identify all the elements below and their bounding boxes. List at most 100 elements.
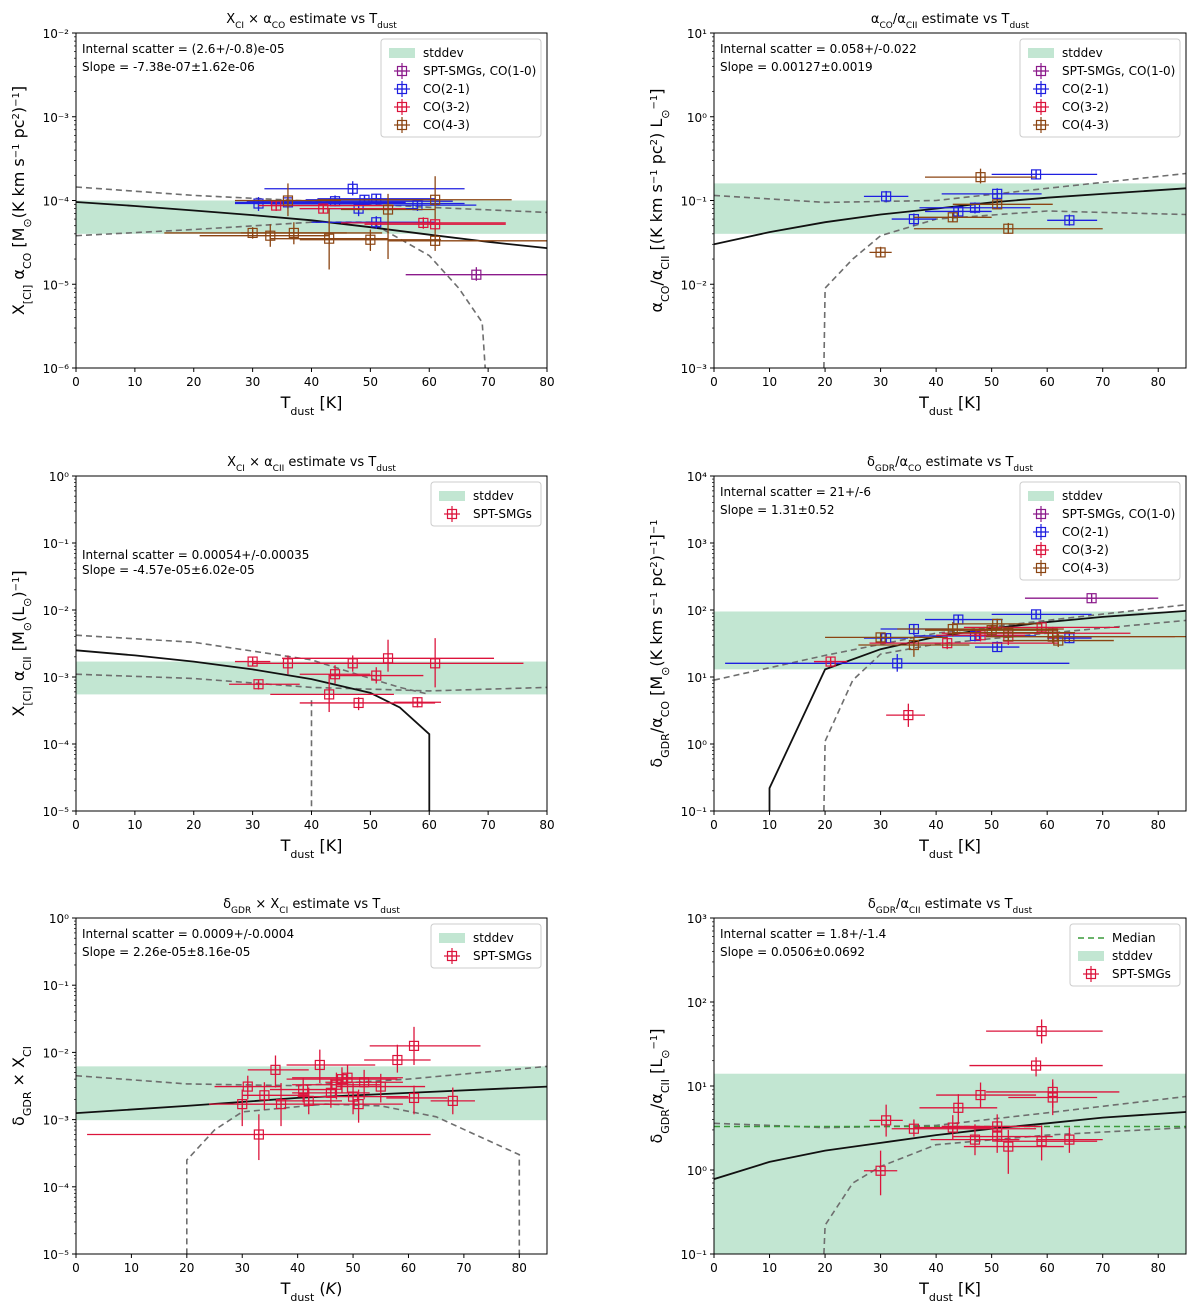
- y-tick-label: 10⁻⁵: [43, 278, 70, 292]
- legend-label: CO(3-2): [1062, 100, 1109, 114]
- x-tick-label: 30: [245, 818, 260, 832]
- confidence-upper-line: [714, 172, 1186, 204]
- x-tick-label: 30: [245, 375, 260, 389]
- confidence-upper-line: [76, 634, 430, 696]
- y-tick-label: 10⁰: [687, 111, 707, 125]
- x-tick-label: 40: [304, 818, 319, 832]
- y-tick-label: 10⁻⁴: [43, 195, 70, 209]
- y-axis-label: δGDR × XCI: [9, 1046, 34, 1126]
- annotation: Internal scatter = 0.00054+/-0.00035: [82, 548, 309, 562]
- x-tick-label: 80: [1151, 1261, 1166, 1275]
- series-spt-smgs-co-1-0-: [405, 267, 547, 281]
- legend-label: stddev: [473, 489, 514, 503]
- confidence-lower-line: [186, 1103, 521, 1254]
- legend-band-swatch: [1028, 491, 1054, 501]
- x-tick-label: 20: [817, 818, 832, 832]
- legend-label: SPT-SMGs: [473, 507, 532, 521]
- annotation: Internal scatter = 1.8+/-1.4: [720, 927, 886, 941]
- x-axis-label: Tdust [K]: [280, 393, 343, 418]
- y-axis-label: δGDR/αCO [M⊙(K km s−1 pc2)−1]−1: [647, 519, 672, 767]
- x-tick-label: 50: [363, 818, 378, 832]
- legend-label: stddev: [1062, 489, 1103, 503]
- y-tick-label: 10⁰: [687, 738, 707, 752]
- x-axis-label: Tdust (K): [280, 1279, 343, 1303]
- y-tick-label: 10⁻⁵: [43, 1248, 70, 1262]
- x-tick-label: 80: [1151, 375, 1166, 389]
- x-tick-label: 30: [235, 1261, 250, 1275]
- y-axis-label: δGDR/αCII [L⊙−1]: [647, 1028, 672, 1143]
- annotation: Slope = -4.57e-05±6.02e-05: [82, 563, 255, 577]
- legend-label: CO(2-1): [1062, 525, 1109, 539]
- x-tick-label: 0: [710, 818, 718, 832]
- legend-label: CO(4-3): [1062, 118, 1109, 132]
- legend-band-swatch: [1028, 48, 1054, 58]
- annotation: Internal scatter = 0.058+/-0.022: [720, 42, 917, 56]
- legend-label: CO(2-1): [1062, 82, 1109, 96]
- y-tick-label: 10⁻¹: [681, 195, 708, 209]
- legend-box: [380, 38, 542, 138]
- legend-label: Median: [1112, 931, 1156, 945]
- y-tick-label: 10⁰: [49, 470, 69, 484]
- y-tick-label: 10⁻⁵: [43, 805, 70, 819]
- legend-label: stddev: [423, 46, 464, 60]
- legend-label: CO(3-2): [1062, 543, 1109, 557]
- chart-title: δGDR/αCO estimate vs Tdust: [867, 455, 1034, 474]
- x-tick-label: 40: [928, 375, 943, 389]
- x-tick-label: 10: [762, 818, 777, 832]
- legend-box: [1019, 481, 1181, 581]
- x-tick-label: 50: [345, 1261, 360, 1275]
- series-co-4-3-: [869, 168, 1103, 258]
- confidence-lower-line: [823, 210, 1186, 368]
- axes-frame: [75, 917, 548, 1255]
- annotation: Slope = 0.00127±0.0019: [720, 60, 873, 74]
- legend-label: CO(4-3): [1062, 561, 1109, 575]
- x-tick-label: 0: [72, 1261, 80, 1275]
- stddev-band: [714, 1073, 1186, 1254]
- x-axis-label: Tdust [K]: [918, 836, 981, 861]
- x-tick-label: 60: [1040, 375, 1055, 389]
- y-axis-label: X[CI] αCII [M⊙(L⊙)−1]: [9, 570, 34, 716]
- x-tick-label: 40: [304, 375, 319, 389]
- x-tick-label: 0: [72, 818, 80, 832]
- chart-p6: 0 10 20 30 40 50 60 70 80 10⁻¹ 10⁰ 10¹ 10² 10³ δGDR/αC…: [647, 897, 1187, 1303]
- y-tick-label: 10⁻¹: [43, 537, 70, 551]
- legend-band-swatch: [1078, 951, 1104, 961]
- legend-label: stddev: [1112, 949, 1153, 963]
- chart-title: XCI × αCII estimate vs Tdust: [227, 455, 396, 474]
- legend-box: [1019, 38, 1181, 138]
- fit-line: [768, 610, 1186, 811]
- y-tick-label: 10⁻¹: [681, 805, 708, 819]
- x-tick-label: 0: [710, 1261, 718, 1275]
- annotation: Slope = 0.0506±0.0692: [720, 945, 865, 959]
- annotation: Internal scatter = 21+/-6: [720, 485, 871, 499]
- chart-title: αCO/αCII estimate vs Tdust: [871, 12, 1030, 31]
- fit-line: [76, 649, 431, 811]
- y-axis-label: X[CI] αCO [M⊙(K km s−1 pc2)−1]: [9, 86, 34, 315]
- confidence-upper-line: [76, 1065, 547, 1087]
- legend-label: SPT-SMGs: [473, 949, 532, 963]
- y-tick-label: 10⁻²: [43, 604, 70, 618]
- plot-area: [714, 168, 1186, 368]
- x-axis-label: Tdust [K]: [918, 393, 981, 418]
- series-spt-smgs-co-1-0-: [1024, 593, 1159, 604]
- plot-area: [714, 1019, 1186, 1254]
- y-tick-label: 10⁻¹: [681, 1248, 708, 1262]
- x-tick-label: 20: [179, 1261, 194, 1275]
- x-tick-label: 80: [539, 375, 554, 389]
- confidence-lower-line: [76, 673, 547, 692]
- annotation: Slope = -7.38e-07±1.62e-06: [82, 60, 255, 74]
- y-tick-label: 10³: [687, 537, 707, 551]
- annotation: Slope = 1.31±0.52: [720, 503, 834, 517]
- x-tick-label: 70: [480, 375, 495, 389]
- series-spt-smgs: [229, 638, 524, 713]
- annotation: Slope = 2.26e-05±8.16e-05: [82, 945, 250, 959]
- series-co-2-1-: [863, 169, 1098, 226]
- chart-title: δGDR/αCII estimate vs Tdust: [868, 897, 1033, 916]
- fit-line: [76, 201, 547, 249]
- chart-p1: 0 10 20 30 40 50 60 70 80 10⁻⁶ 10⁻⁵ 10⁻⁴ 10⁻³ 10⁻² XCI…: [9, 12, 555, 418]
- y-tick-label: 10²: [687, 604, 707, 618]
- x-tick-label: 50: [984, 375, 999, 389]
- legend-band-swatch: [439, 491, 465, 501]
- x-tick-label: 30: [873, 1261, 888, 1275]
- x-tick-label: 30: [873, 818, 888, 832]
